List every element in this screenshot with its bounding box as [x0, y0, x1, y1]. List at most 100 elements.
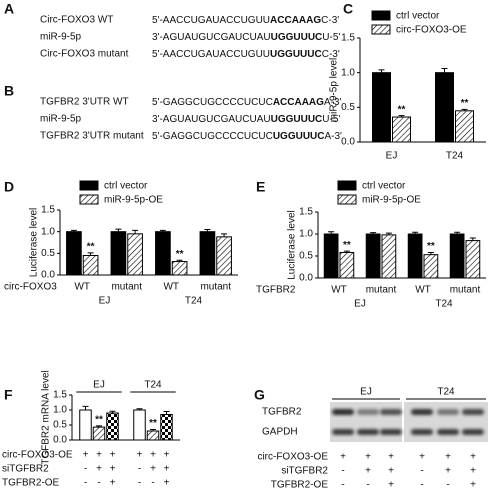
- sequence-part: C-3': [322, 49, 340, 60]
- x-tick-label: mutant: [200, 282, 231, 293]
- blot-band: [462, 409, 484, 415]
- legend-swatch: [337, 180, 357, 191]
- panel-label: C: [343, 1, 353, 17]
- error-bar: [87, 252, 94, 256]
- blot-row-sign: +: [365, 452, 371, 463]
- legend-swatch: [337, 194, 357, 205]
- bar: [465, 240, 481, 279]
- condition-label: TGFBR2-OE: [2, 478, 60, 489]
- bar: [82, 255, 99, 276]
- blot-row-label: TGFBR2-OE: [271, 480, 329, 491]
- sequence: 5'-AACCUGAUACCUGUUACCAAAGC-3': [152, 15, 339, 26]
- condition-sign: -: [97, 478, 100, 489]
- sequence: 5'-GAGGCUGCCCCUCUCUGGUUUCA-3': [152, 131, 342, 142]
- sequence-part: ACCAAAG: [273, 97, 324, 108]
- sequence-part: U-5': [322, 114, 340, 125]
- legend-swatch: [371, 24, 391, 35]
- condition-sign: +: [164, 450, 170, 461]
- error-bar: [427, 251, 434, 255]
- condition-sign: +: [164, 478, 170, 489]
- bar: [216, 236, 232, 276]
- sequence: 5'-GAGGCUGCCCCUCUCACCAAAGA-3': [152, 97, 341, 108]
- x-tick-label: mutant: [111, 282, 142, 293]
- sequence-part: ACCAAAG: [270, 15, 321, 26]
- blot-row-sign: +: [470, 480, 476, 491]
- panel-label: B: [4, 83, 14, 99]
- blot-membrane: [404, 402, 488, 442]
- group-label: EJ: [99, 296, 111, 307]
- significance: **: [95, 415, 103, 426]
- legend-label: ctrl vector: [362, 181, 406, 192]
- blot-band: [437, 429, 459, 435]
- bar: [160, 414, 173, 441]
- blot-row-sign: +: [388, 466, 394, 477]
- error-bar: [159, 229, 166, 232]
- bar: [92, 426, 106, 441]
- sequence-part: A-3': [324, 131, 342, 142]
- bar: [155, 231, 171, 276]
- sequence-name: TGFBR2 3'UTR WT: [40, 97, 129, 108]
- x-tick-label: WT: [163, 282, 179, 293]
- panel-label: F: [4, 387, 13, 403]
- condition-sign: -: [138, 478, 141, 489]
- blot-row-sign: +: [445, 466, 451, 477]
- sequence: 5'-AACCUGAUACCUGUUUGGUUUCC-3': [152, 49, 340, 60]
- legend-swatch: [371, 10, 391, 21]
- blot-row-sign: +: [470, 452, 476, 463]
- y-tick-label: 0.5: [41, 248, 55, 259]
- sequence: 3'-AGUAUGUCGAUCUAUUGGUUUCU-5': [152, 32, 340, 43]
- y-tick-label: 1.5: [41, 205, 55, 216]
- bar: [435, 72, 454, 143]
- y-tick-label: 1.0: [53, 405, 67, 416]
- significance: **: [87, 242, 95, 253]
- sequence-part: U-5': [322, 32, 340, 43]
- bar: [372, 72, 391, 143]
- condition-label: siTGFBR2: [2, 464, 49, 475]
- significance: **: [176, 249, 184, 260]
- condition-sign: -: [84, 478, 87, 489]
- y-tick-label: 0.5: [299, 251, 313, 262]
- blot-row-sign: -: [420, 480, 423, 491]
- significance: **: [149, 418, 157, 429]
- error-bar: [454, 231, 461, 234]
- blot-row-sign: +: [445, 452, 451, 463]
- bar: [339, 251, 355, 279]
- legend-label: ctrl vector: [104, 181, 148, 192]
- legend-label: circ-FOXO3-OE: [396, 25, 467, 36]
- row-label: TGFBR2: [256, 285, 296, 296]
- blot-membrane: [330, 402, 402, 442]
- blot-row-sign: -: [341, 466, 344, 477]
- legend-swatch: [79, 180, 99, 191]
- significance: **: [343, 240, 351, 251]
- sequence: 3'-AGUAUGUCGAUCUAUUGGUUUCU-5': [152, 114, 340, 125]
- y-tick-label: 0.0: [53, 435, 67, 446]
- x-tick-label: WT: [331, 285, 347, 296]
- bar: [146, 430, 160, 441]
- error-bar: [82, 405, 89, 410]
- panel-label: G: [254, 387, 265, 403]
- legend-label: ctrl vector: [396, 11, 440, 22]
- condition-sign: +: [83, 450, 89, 461]
- error-bar: [398, 115, 405, 118]
- panel-label: E: [256, 179, 265, 195]
- error-bar: [163, 411, 170, 415]
- blot-band: [380, 409, 402, 415]
- significance: **: [398, 104, 406, 115]
- y-tick-label: 1.0: [299, 229, 313, 240]
- condition-sign: +: [110, 450, 116, 461]
- y-axis-label: TGFBR2 mRNA level: [41, 370, 52, 464]
- legend-swatch: [79, 194, 99, 205]
- error-bar: [176, 259, 183, 262]
- condition-sign: +: [110, 478, 116, 489]
- sequence-name: Circ-FOXO3 WT: [40, 15, 113, 26]
- condition-sign: -: [84, 464, 87, 475]
- bar: [449, 233, 465, 279]
- blot-row-label: circ-FOXO3-OE: [257, 452, 328, 463]
- x-tick-label: EJ: [386, 151, 398, 162]
- sequence-name: miR-9-5p: [40, 114, 82, 125]
- blot-row-sign: -: [446, 480, 449, 491]
- y-tick-label: 1.5: [341, 33, 355, 44]
- y-tick-label: 0.0: [41, 270, 55, 281]
- sequence-part: 5'-AACCUGAUACCUGUU: [152, 49, 270, 60]
- panel-label: A: [4, 1, 14, 17]
